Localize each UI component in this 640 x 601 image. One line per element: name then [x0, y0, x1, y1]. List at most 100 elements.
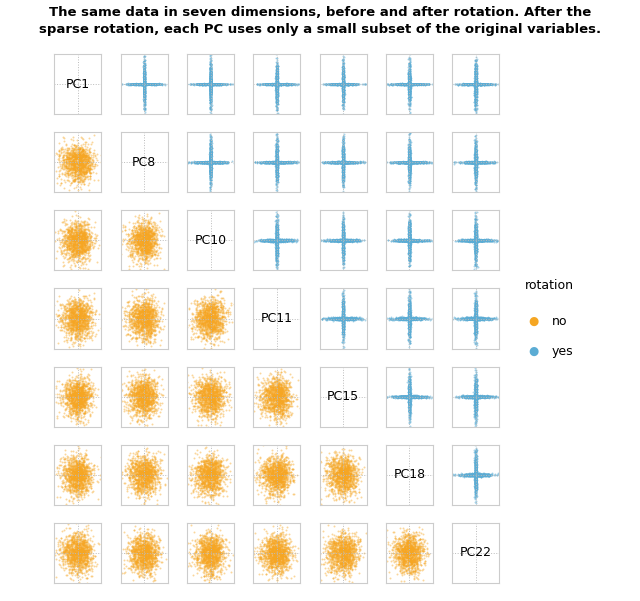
Point — [404, 314, 414, 323]
Point — [191, 322, 202, 331]
Point — [134, 328, 144, 337]
Point — [54, 545, 65, 555]
Point — [205, 95, 215, 105]
Point — [211, 379, 221, 388]
Point — [398, 562, 408, 572]
Point — [140, 88, 150, 98]
Point — [476, 392, 486, 401]
Point — [287, 79, 297, 89]
Point — [82, 231, 92, 241]
Point — [338, 314, 348, 323]
Point — [275, 531, 285, 540]
Point — [140, 79, 150, 89]
Point — [205, 152, 216, 162]
Point — [57, 551, 67, 561]
Point — [201, 455, 211, 465]
Point — [200, 549, 210, 558]
Point — [466, 79, 476, 88]
Point — [208, 540, 218, 550]
Point — [198, 387, 208, 397]
Point — [404, 235, 414, 245]
Point — [472, 314, 482, 323]
Point — [415, 542, 426, 552]
Point — [275, 403, 285, 412]
Point — [344, 548, 355, 558]
Point — [417, 544, 428, 554]
Point — [139, 79, 149, 89]
Point — [342, 157, 352, 167]
Point — [273, 568, 283, 578]
Point — [268, 389, 278, 399]
Point — [268, 541, 278, 551]
Point — [138, 306, 148, 316]
Point — [90, 331, 100, 341]
Point — [74, 472, 84, 481]
Point — [471, 472, 481, 481]
Point — [404, 320, 414, 329]
Point — [404, 77, 414, 87]
Point — [278, 563, 289, 572]
Point — [338, 307, 348, 316]
Point — [141, 558, 152, 567]
Point — [204, 465, 214, 474]
Point — [469, 469, 479, 478]
Point — [272, 236, 282, 246]
Point — [138, 79, 148, 89]
Point — [472, 79, 483, 89]
Point — [63, 227, 74, 237]
Point — [205, 93, 216, 103]
Point — [338, 157, 348, 167]
Point — [267, 544, 277, 554]
Point — [278, 79, 288, 89]
Point — [78, 481, 88, 490]
Point — [271, 78, 282, 88]
Point — [402, 236, 412, 246]
Point — [51, 253, 61, 263]
Point — [338, 86, 348, 96]
Point — [397, 79, 408, 88]
Point — [401, 314, 412, 324]
Point — [205, 84, 216, 93]
Point — [272, 239, 282, 249]
Point — [275, 236, 285, 245]
Point — [471, 322, 481, 331]
Point — [136, 305, 147, 314]
Point — [207, 375, 217, 385]
Point — [405, 221, 415, 231]
Point — [329, 549, 339, 559]
Point — [136, 395, 146, 404]
Point — [148, 338, 158, 348]
Point — [462, 234, 472, 244]
Point — [340, 315, 350, 325]
Point — [470, 255, 481, 264]
Point — [396, 313, 406, 322]
Point — [470, 157, 481, 166]
Point — [282, 477, 292, 487]
Point — [338, 234, 348, 244]
Point — [134, 457, 144, 466]
Point — [216, 391, 226, 401]
Point — [139, 79, 149, 88]
Point — [270, 554, 280, 563]
Point — [63, 460, 73, 470]
Point — [140, 79, 150, 88]
Point — [338, 245, 348, 255]
Point — [338, 249, 348, 259]
Point — [134, 493, 145, 502]
Point — [390, 315, 401, 325]
Point — [337, 83, 348, 93]
Point — [135, 382, 145, 392]
Point — [338, 169, 348, 179]
Point — [472, 79, 482, 89]
Point — [323, 157, 333, 166]
Point — [478, 79, 488, 89]
Point — [344, 558, 354, 568]
Point — [73, 221, 83, 231]
Point — [401, 392, 411, 402]
Point — [471, 315, 481, 325]
Point — [66, 309, 76, 319]
Text: The same data in seven dimensions, before and after rotation. After the: The same data in seven dimensions, befor… — [49, 6, 591, 19]
Point — [404, 320, 414, 329]
Point — [214, 471, 225, 480]
Point — [404, 373, 415, 383]
